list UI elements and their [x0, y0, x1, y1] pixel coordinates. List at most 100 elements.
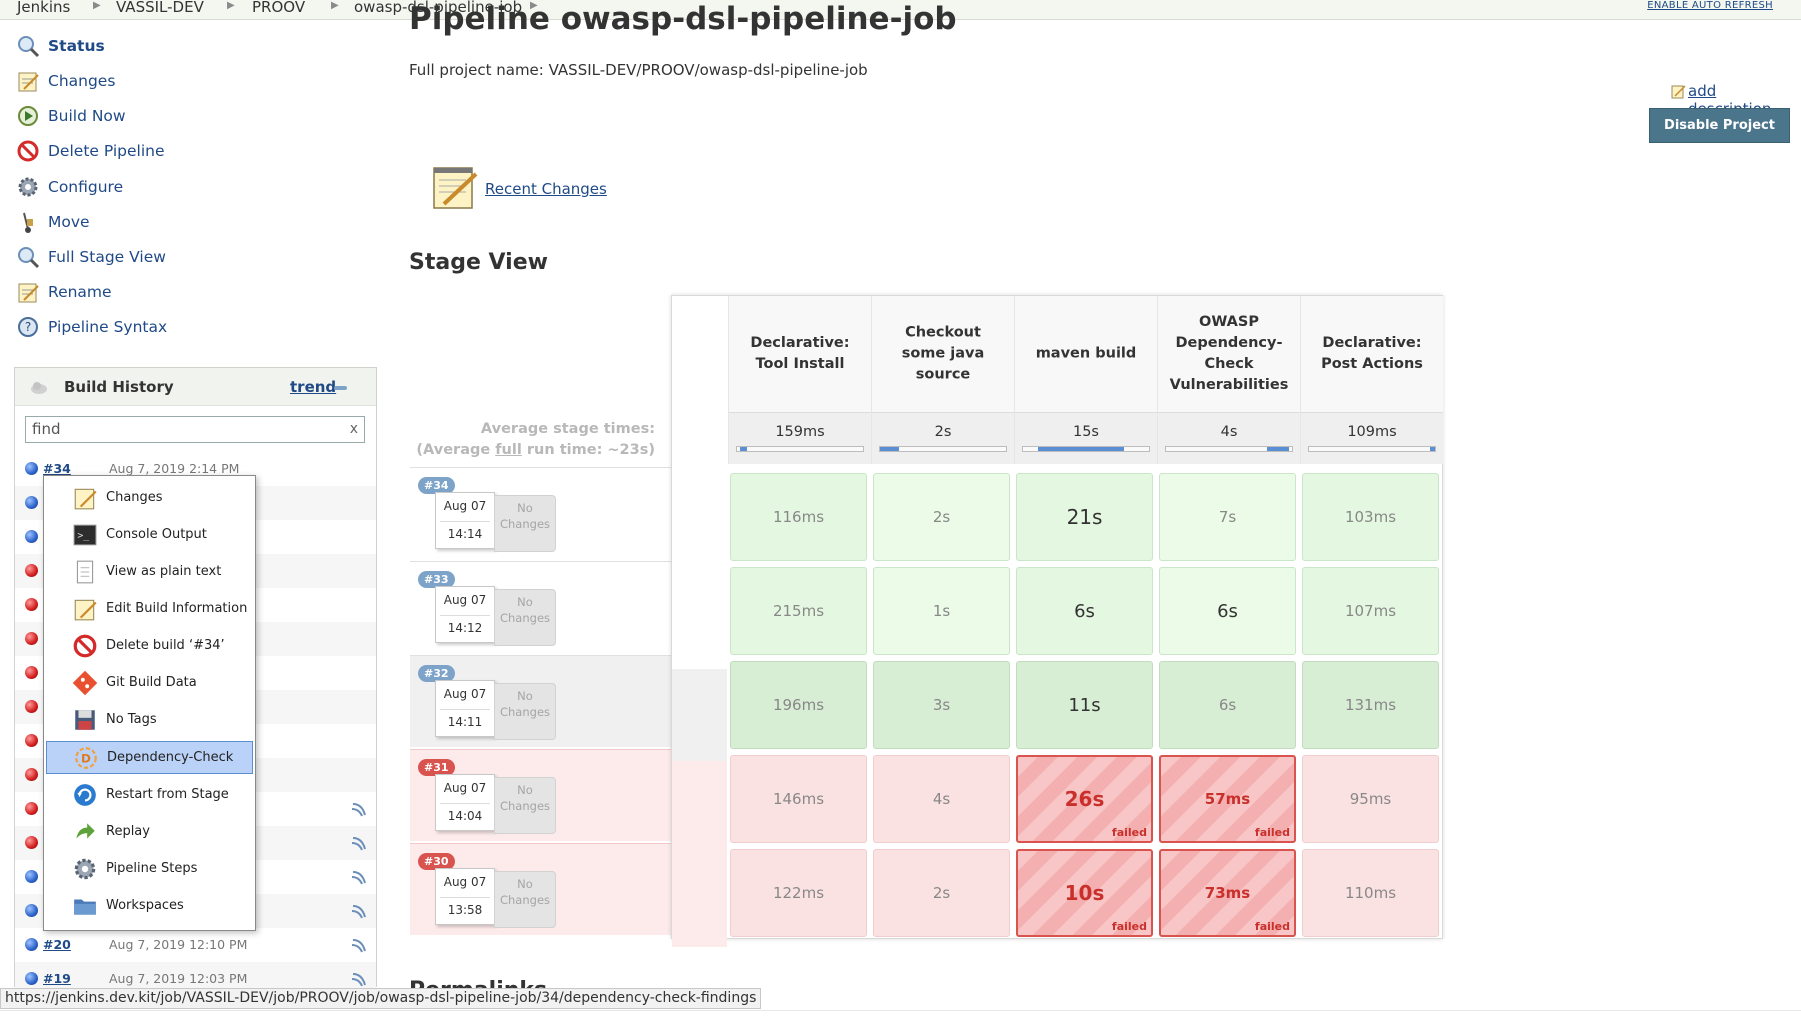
stage-cell-failed[interactable]: 10s failed: [1016, 849, 1153, 937]
stage-cell[interactable]: 196ms: [730, 661, 867, 749]
stage-label-line: Dependency-: [1175, 335, 1283, 351]
build-number-link[interactable]: #20: [43, 937, 71, 952]
build-number-link[interactable]: #34: [43, 461, 71, 476]
stage-cell[interactable]: 95ms: [1302, 755, 1439, 843]
breadcrumb-chevron-icon[interactable]: ▶: [530, 0, 538, 11]
stage-cell[interactable]: 6s: [1159, 661, 1296, 749]
breadcrumb-jenkins[interactable]: Jenkins: [17, 0, 71, 16]
menu-item-label: Edit Build Information: [106, 601, 248, 616]
run-number-badge[interactable]: #34: [418, 477, 455, 494]
breadcrumb-chevron-icon[interactable]: ▶: [331, 0, 339, 11]
stage-label-line: some java: [901, 345, 985, 362]
enable-auto-refresh-link[interactable]: ENABLE AUTO REFRESH: [1647, 0, 1773, 11]
breadcrumb-chevron-icon[interactable]: ▶: [227, 0, 235, 11]
breadcrumb-vassil-dev[interactable]: VASSIL-DEV: [116, 0, 204, 16]
stage-cell[interactable]: 1s: [873, 567, 1010, 655]
stage-cell-failed[interactable]: 57ms failed: [1159, 755, 1296, 843]
build-row[interactable]: [15, 724, 376, 758]
clear-search-icon[interactable]: x: [349, 421, 358, 437]
stage-average: 2s: [871, 412, 1014, 464]
sidebar-item-delete-pipeline[interactable]: Delete Pipeline: [16, 137, 165, 165]
menu-item-view-plain-text[interactable]: View as plain text: [46, 555, 253, 588]
stage-cell[interactable]: 110ms: [1302, 849, 1439, 937]
breadcrumb-job[interactable]: owasp-dsl-pipeline-job: [354, 0, 523, 16]
sidebar-item-build-now[interactable]: Build Now: [16, 102, 126, 130]
collapse-icon[interactable]: [334, 386, 347, 390]
stage-duration: 4s: [932, 790, 951, 808]
run-number-badge[interactable]: #31: [418, 759, 455, 776]
menu-item-workspaces[interactable]: Workspaces: [46, 889, 253, 922]
sidebar-item-full-stage-view[interactable]: Full Stage View: [16, 243, 166, 271]
menu-item-console-output[interactable]: >_ Console Output: [46, 518, 253, 551]
disable-project-button[interactable]: Disable Project: [1649, 108, 1790, 143]
recent-changes-link[interactable]: Recent Changes: [485, 180, 607, 198]
stage-cell[interactable]: 6s: [1159, 567, 1296, 655]
stage-cell[interactable]: 2s: [873, 473, 1010, 561]
menu-item-changes[interactable]: Changes: [46, 481, 253, 514]
menu-item-no-tags[interactable]: No Tags: [46, 703, 253, 736]
build-history-search-input[interactable]: find x: [25, 416, 365, 443]
sidebar-item-rename[interactable]: Rename: [16, 278, 112, 306]
run-date: Aug 07 14:04: [435, 774, 495, 831]
stage-cell-failed[interactable]: 26s failed: [1016, 755, 1153, 843]
run-row[interactable]: #32 Aug 07 14:11 No Changes: [410, 655, 672, 747]
menu-item-pipeline-steps[interactable]: Pipeline Steps: [46, 852, 253, 885]
stage-cell[interactable]: 131ms: [1302, 661, 1439, 749]
run-row[interactable]: #31 Aug 07 14:04 No Changes: [410, 749, 672, 841]
build-row[interactable]: #34 Aug 7, 2019 2:14 PM: [15, 452, 376, 486]
run-number-badge[interactable]: #30: [418, 853, 455, 870]
stage-average: 4s: [1157, 412, 1300, 464]
terminal-icon: >_: [73, 524, 97, 545]
stage-cell[interactable]: 116ms: [730, 473, 867, 561]
stage-cell[interactable]: 103ms: [1302, 473, 1439, 561]
build-row[interactable]: [15, 588, 376, 622]
build-date[interactable]: Aug 7, 2019 12:10 PM: [109, 937, 248, 952]
sidebar-item-move[interactable]: Move: [16, 208, 90, 236]
stage-cell[interactable]: 122ms: [730, 849, 867, 937]
sidebar-item-pipeline-syntax[interactable]: ? Pipeline Syntax: [16, 313, 167, 341]
sidebar-item-status[interactable]: Status: [16, 32, 105, 60]
breadcrumb-chevron-icon[interactable]: ▶: [93, 0, 101, 11]
menu-item-label: Restart from Stage: [106, 787, 229, 802]
build-number-link[interactable]: #19: [43, 971, 71, 986]
stage-header-label: Declarative: Tool Install: [729, 333, 871, 375]
stage-duration: 3s: [932, 696, 951, 714]
trend-link[interactable]: trend: [290, 378, 337, 396]
build-row[interactable]: [15, 520, 376, 554]
run-number-badge[interactable]: #33: [418, 571, 455, 588]
build-date[interactable]: Aug 7, 2019 12:03 PM: [109, 971, 248, 986]
run-number-badge[interactable]: #32: [418, 665, 455, 682]
stage-cell[interactable]: 215ms: [730, 567, 867, 655]
build-row[interactable]: [15, 656, 376, 690]
sidebar-item-configure[interactable]: Configure: [16, 173, 123, 201]
stage-cell[interactable]: 6s: [1016, 567, 1153, 655]
stage-cell[interactable]: 7s: [1159, 473, 1296, 561]
stage-cell[interactable]: 3s: [873, 661, 1010, 749]
stage-cell[interactable]: 146ms: [730, 755, 867, 843]
sidebar-item-changes[interactable]: Changes: [16, 67, 115, 95]
menu-item-git-build-data[interactable]: Git Build Data: [46, 666, 253, 699]
stage-cell[interactable]: 107ms: [1302, 567, 1439, 655]
build-row[interactable]: [15, 860, 376, 894]
menu-item-delete-build[interactable]: Delete build ‘#34’: [46, 629, 253, 662]
run-row[interactable]: #34 Aug 07 14:14 No Changes: [410, 467, 672, 559]
avg-label-full-link[interactable]: full: [495, 442, 522, 458]
stage-cell[interactable]: 21s: [1016, 473, 1153, 561]
menu-item-dependency-check[interactable]: D Dependency-Check: [46, 741, 253, 774]
build-row[interactable]: #20 Aug 7, 2019 12:10 PM: [15, 928, 376, 962]
edit-icon[interactable]: [1671, 84, 1686, 99]
menu-item-replay[interactable]: Replay: [46, 815, 253, 848]
run-row[interactable]: #30 Aug 07 13:58 No Changes: [410, 843, 672, 935]
run-row[interactable]: #33 Aug 07 14:12 No Changes: [410, 561, 672, 653]
build-date[interactable]: Aug 7, 2019 2:14 PM: [109, 461, 240, 476]
stage-cell-failed[interactable]: 73ms failed: [1159, 849, 1296, 937]
menu-item-restart-from-stage[interactable]: Restart from Stage: [46, 778, 253, 811]
stage-average-value: 159ms: [775, 424, 825, 440]
sidebar-item-label: Changes: [48, 72, 116, 90]
menu-item-edit-build-information[interactable]: Edit Build Information: [46, 592, 253, 625]
stage-cell[interactable]: 4s: [873, 755, 1010, 843]
build-row[interactable]: [15, 792, 376, 826]
stage-cell[interactable]: 11s: [1016, 661, 1153, 749]
stage-cell[interactable]: 2s: [873, 849, 1010, 937]
breadcrumb-proov[interactable]: PROOV: [252, 0, 306, 16]
